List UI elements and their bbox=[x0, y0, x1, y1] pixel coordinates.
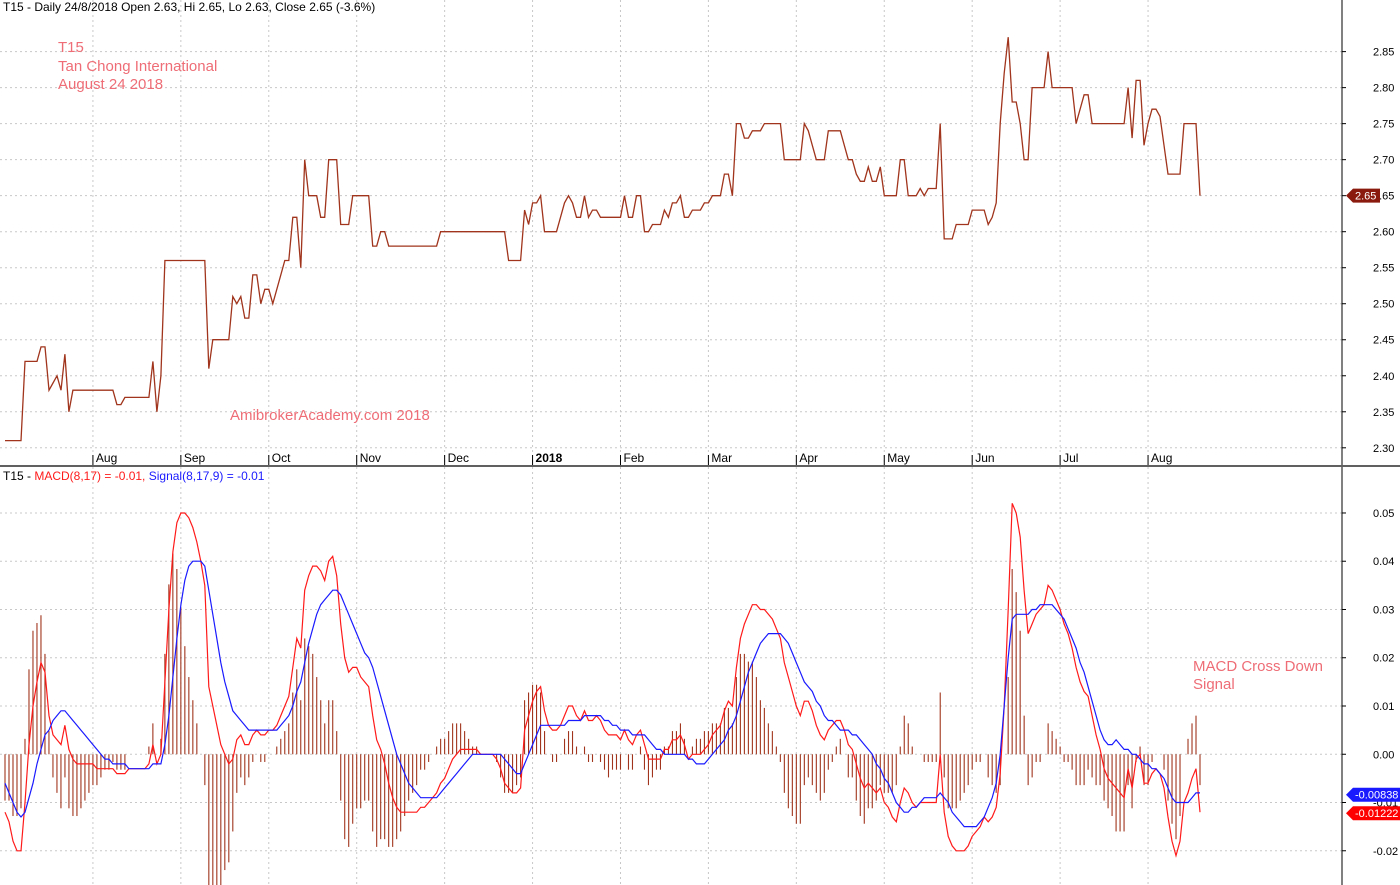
company-annotation: Tan Chong International bbox=[58, 58, 217, 75]
macd-histogram bbox=[4, 553, 1201, 885]
macd-grid bbox=[0, 467, 1342, 885]
price-tick-label: 2.55 bbox=[1373, 263, 1394, 275]
month-label: Oct bbox=[272, 451, 291, 465]
signal-note-line2: Signal bbox=[1193, 676, 1235, 693]
month-label: 2018 bbox=[536, 451, 563, 465]
macd-badge-value: -0.01222 bbox=[1355, 808, 1398, 820]
month-label: Aug bbox=[1151, 451, 1172, 465]
month-label: Jul bbox=[1063, 451, 1078, 465]
macd-badge-shape bbox=[1346, 806, 1400, 821]
price-header: T15 - Daily 24/8/2018 Open 2.63, Hi 2.65… bbox=[3, 0, 375, 14]
macd-tick-label: 0.03 bbox=[1373, 604, 1394, 616]
price-badge-value: 2.65 bbox=[1355, 191, 1376, 203]
signal-badge-value: -0.00838 bbox=[1355, 790, 1398, 802]
month-label: Apr bbox=[799, 451, 818, 465]
month-label: Nov bbox=[360, 451, 381, 465]
macd-header-prefix: T15 - bbox=[3, 469, 34, 483]
macd-panel: 0.050.040.030.020.010.00-0.01-0.02 T15 -… bbox=[0, 467, 1400, 885]
month-label: Aug bbox=[96, 451, 117, 465]
watermark-annotation: AmibrokerAcademy.com 2018 bbox=[230, 407, 430, 424]
price-tick-label: 2.75 bbox=[1373, 119, 1394, 131]
price-badge-shape bbox=[1346, 188, 1380, 203]
macd-header-signal: Signal(8,17,9) = -0.01 bbox=[149, 469, 265, 483]
macd-line bbox=[4, 503, 1201, 858]
macd-y-ticks: 0.050.040.030.020.010.00-0.01-0.02 bbox=[1342, 508, 1398, 858]
signal-value-badge: -0.00838 bbox=[1346, 787, 1400, 802]
price-panel: 2.85 2.80 2.75 2.70 2.65 2.60 2.55 2.50 2.45 2.40… bbox=[0, 0, 1394, 465]
macd-header-macd: MACD(8,17) = -0.01, bbox=[34, 469, 148, 483]
price-tick-label: 2.50 bbox=[1373, 299, 1394, 311]
macd-tick-label: 0.00 bbox=[1373, 749, 1394, 761]
date-annotation: August 24 2018 bbox=[58, 76, 163, 93]
month-labels: Aug Sep Oct Nov Dec 2018 Feb Mar Apr May Jun Jul Aug bbox=[92, 451, 1172, 465]
month-label: Sep bbox=[184, 451, 206, 465]
month-label: Jun bbox=[975, 451, 994, 465]
price-grid bbox=[0, 0, 1342, 465]
macd-tick-label: 0.05 bbox=[1373, 508, 1394, 520]
macd-value-badge: -0.01222 bbox=[1346, 806, 1400, 821]
month-label: Mar bbox=[711, 451, 732, 465]
macd-tick-label: 0.04 bbox=[1373, 556, 1394, 568]
signal-note-line1: MACD Cross Down bbox=[1193, 658, 1323, 675]
signal-badge-shape bbox=[1346, 787, 1400, 802]
price-tick-label: 2.80 bbox=[1373, 83, 1394, 95]
month-label: May bbox=[887, 451, 910, 465]
signal-line bbox=[4, 560, 1200, 828]
macd-header: T15 - MACD(8,17) = -0.01, Signal(8,17,9)… bbox=[3, 469, 265, 483]
price-value-badge: 2.65 bbox=[1346, 188, 1380, 203]
price-tick-label: 2.45 bbox=[1373, 335, 1394, 347]
macd-tick-label: -0.02 bbox=[1373, 846, 1398, 858]
price-tick-label: 2.40 bbox=[1373, 371, 1394, 383]
macd-tick-label: 0.02 bbox=[1373, 653, 1394, 665]
price-line bbox=[5, 37, 1201, 442]
month-label: Feb bbox=[623, 451, 644, 465]
macd-tick-label: 0.01 bbox=[1373, 701, 1394, 713]
price-y-ticks: 2.85 2.80 2.75 2.70 2.65 2.60 2.55 2.50 2.45 2.40… bbox=[1342, 47, 1394, 455]
price-tick-label: 2.35 bbox=[1373, 407, 1394, 419]
month-label: Dec bbox=[448, 451, 469, 465]
price-tick-label: 2.85 bbox=[1373, 47, 1394, 59]
price-tick-label: 2.30 bbox=[1373, 443, 1394, 455]
price-tick-label: 2.70 bbox=[1373, 155, 1394, 167]
ticker-annotation: T15 bbox=[58, 39, 84, 56]
price-tick-label: 2.60 bbox=[1373, 227, 1394, 239]
